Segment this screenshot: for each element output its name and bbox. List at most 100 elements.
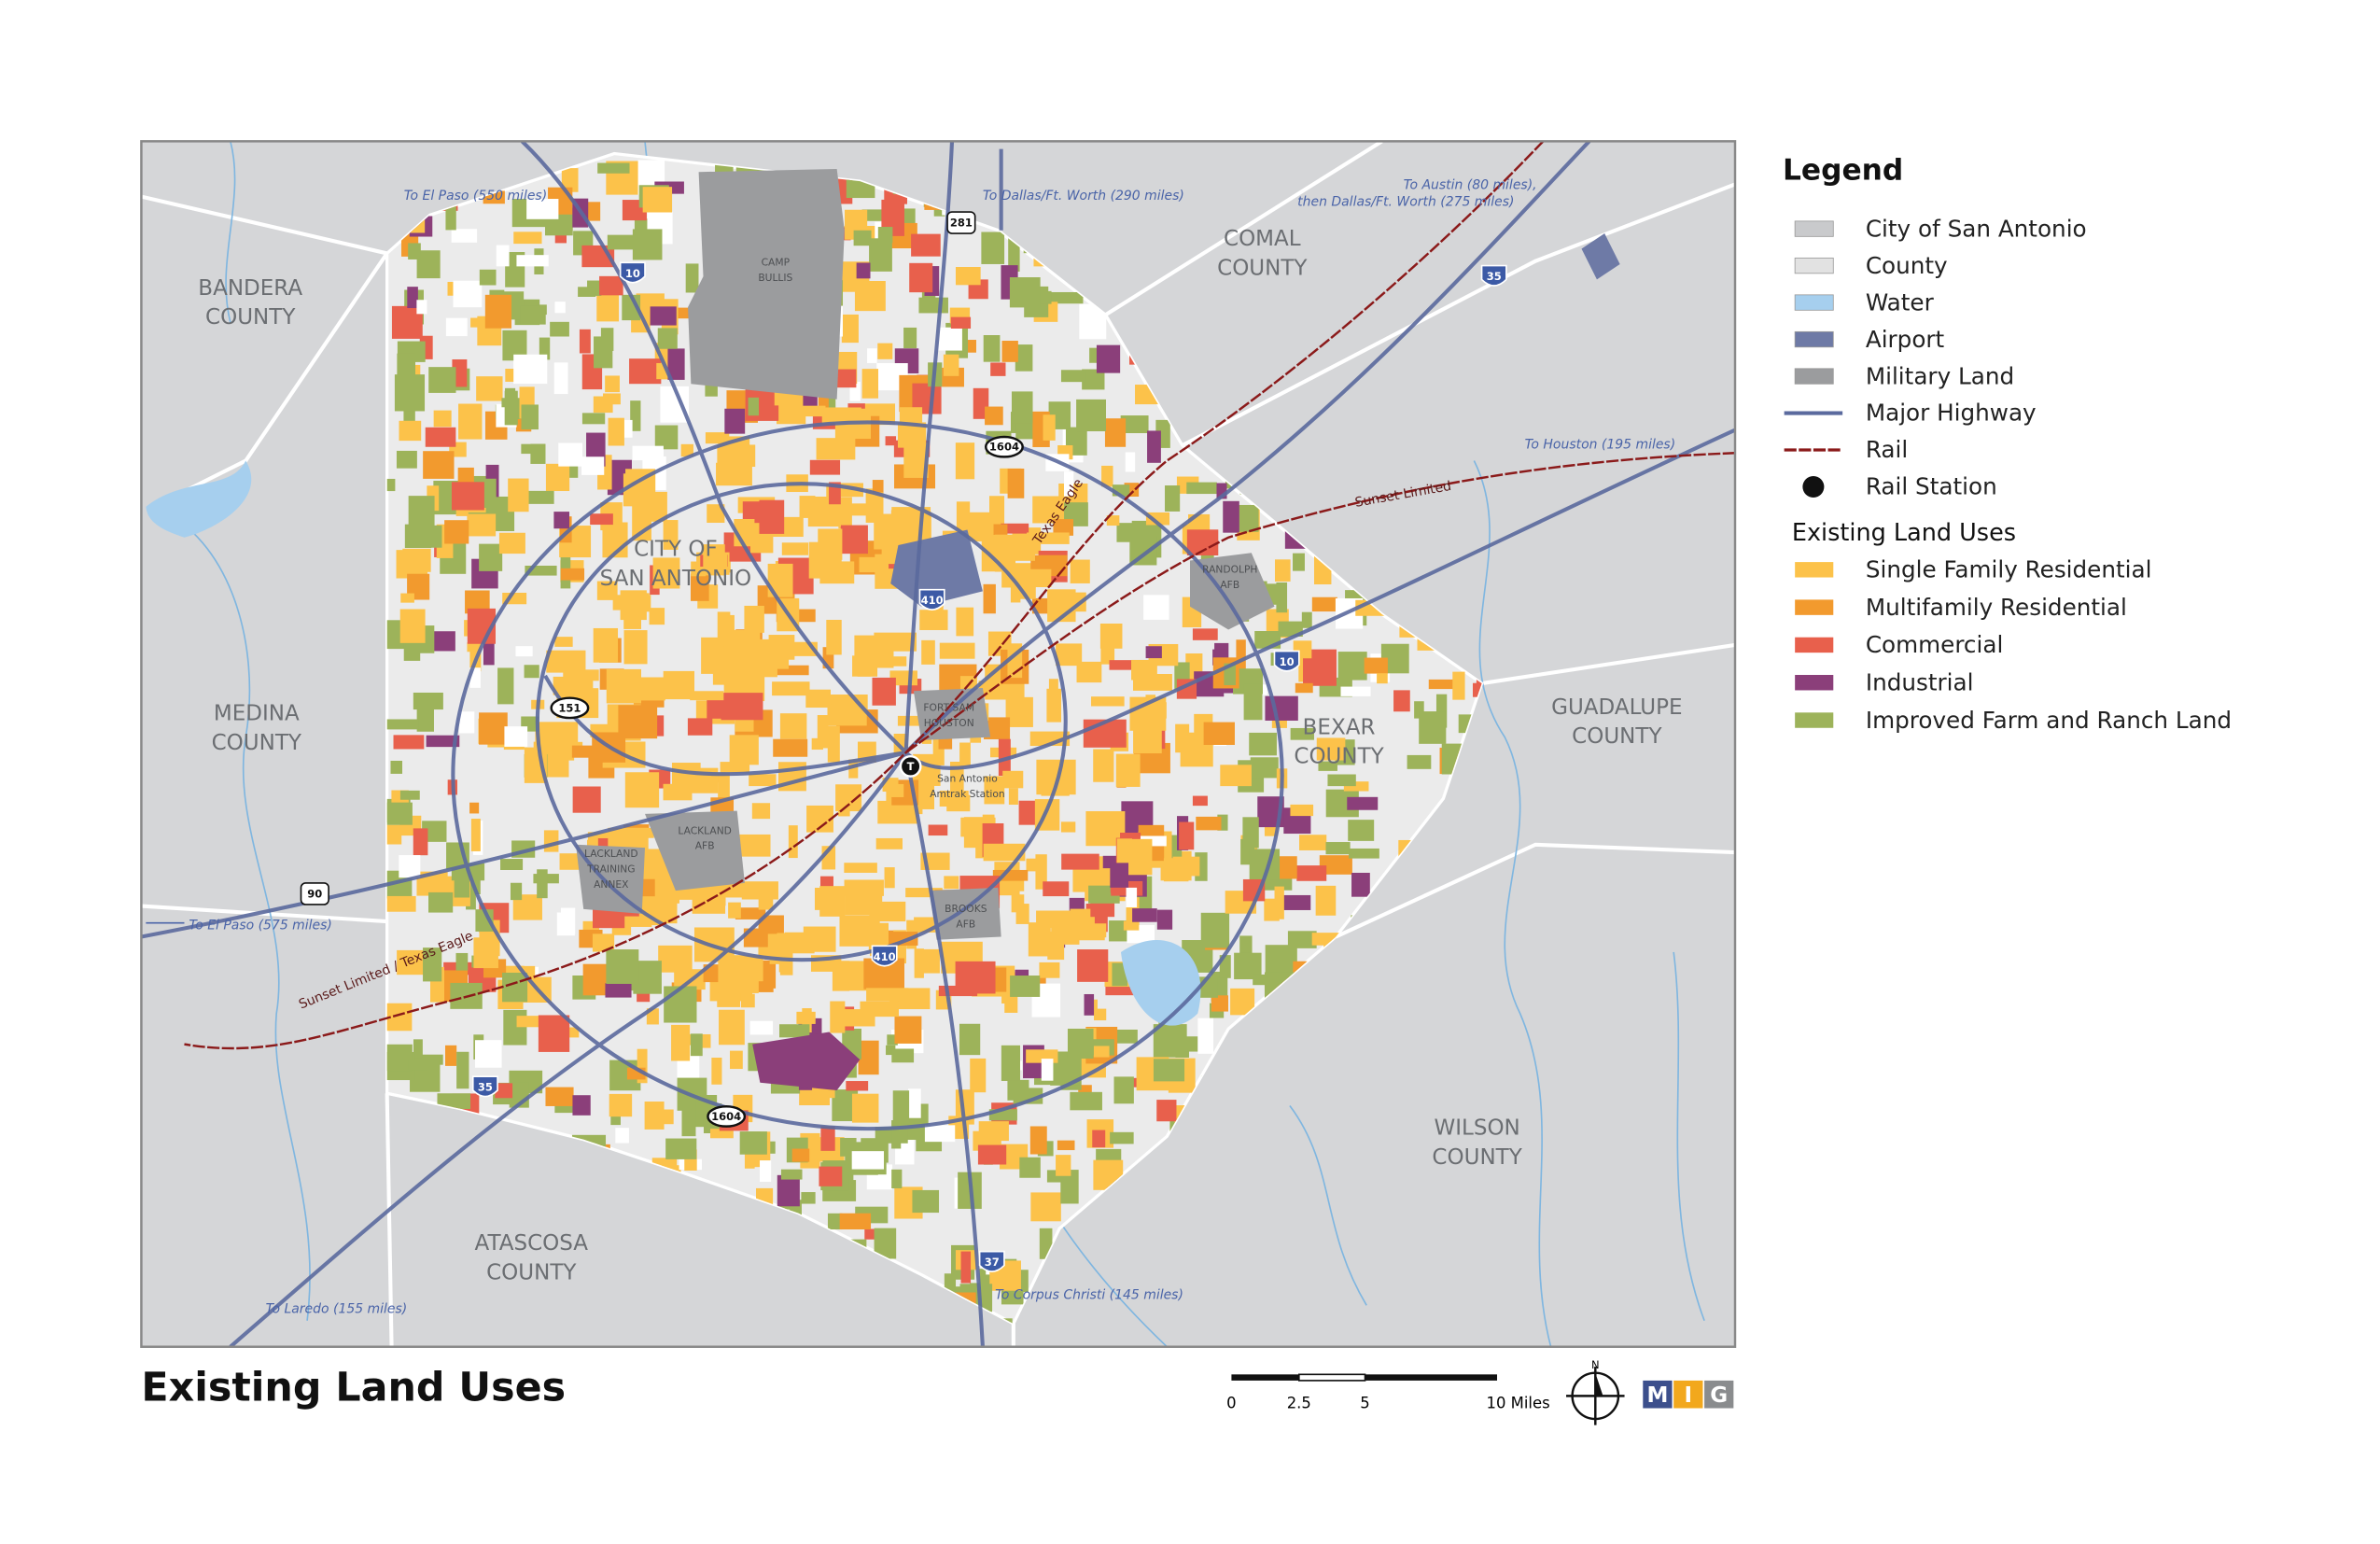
shield-label: 35 <box>478 1081 493 1094</box>
land-use-patch <box>1132 908 1157 922</box>
land-use-patch <box>1099 820 1121 838</box>
land-use-patch <box>1274 559 1291 582</box>
land-use-patch <box>473 937 498 969</box>
land-use-patch <box>981 232 1005 264</box>
land-use-patch <box>984 776 1005 805</box>
land-use-patch <box>1316 737 1346 761</box>
land-use-patch <box>827 1213 843 1230</box>
land-use-patch <box>393 735 425 750</box>
land-use-patch <box>1220 765 1252 787</box>
land-use-patch <box>853 230 872 246</box>
county-line <box>1181 182 1735 447</box>
land-use-patch <box>399 420 422 442</box>
route-label: To Austin (80 miles), <box>1404 177 1537 192</box>
land-use-patch <box>1156 909 1173 930</box>
land-use-patch <box>592 933 615 952</box>
land-use-patch <box>1092 1130 1106 1148</box>
land-use-patch <box>963 817 987 849</box>
land-use-patch <box>596 581 618 600</box>
land-use-patch <box>907 1088 921 1118</box>
land-use-patch <box>1293 553 1305 571</box>
land-use-patch <box>412 1054 443 1065</box>
land-use-patch <box>728 902 741 919</box>
route-label: To Laredo (155 miles) <box>266 1302 408 1317</box>
land-use-patch <box>1050 291 1084 304</box>
land-use-patch <box>868 922 889 951</box>
land-use-patch <box>814 888 833 910</box>
land-use-patch <box>977 1144 1007 1165</box>
place-label: FORT SAM <box>923 702 974 714</box>
land-use-patch <box>538 1015 570 1052</box>
interstate-shield <box>619 261 646 284</box>
land-use-patch <box>1029 1126 1047 1155</box>
land-use-patch <box>672 307 703 319</box>
shield-label: 1604 <box>989 441 1019 454</box>
scale-segment <box>1231 1374 1299 1381</box>
land-use-patch <box>1030 1192 1061 1222</box>
land-use-patch <box>938 327 962 351</box>
land-use-patch <box>1101 465 1113 487</box>
land-use-patch <box>827 704 867 726</box>
land-use-patch <box>652 557 680 589</box>
land-use-patch <box>605 375 620 393</box>
land-use-patch <box>1311 597 1337 612</box>
land-use-patch <box>859 556 889 573</box>
land-use-patch <box>1076 661 1102 683</box>
interstate-shield <box>1480 264 1507 287</box>
land-use-patch <box>453 280 483 308</box>
land-use-patch <box>671 1024 691 1061</box>
land-use-patch <box>959 1023 981 1056</box>
land-use-patch <box>827 725 840 763</box>
legend-swatch <box>1795 637 1834 653</box>
land-use-patch <box>657 328 678 349</box>
land-use-patch <box>1153 1024 1187 1058</box>
land-use-patch <box>545 463 570 492</box>
land-use-patch <box>656 362 667 380</box>
land-use-patch <box>959 742 971 767</box>
river <box>1673 951 1705 1322</box>
land-use-patch <box>773 738 808 757</box>
land-use-patch <box>739 1131 767 1155</box>
place-label: BULLIS <box>758 272 792 284</box>
land-use-patch <box>572 1095 591 1116</box>
land-use-patch <box>905 888 943 898</box>
land-use-patch <box>1287 931 1317 948</box>
legend-label: Rail Station <box>1866 473 1997 500</box>
land-use-patch <box>1021 568 1052 587</box>
land-use-patch <box>561 168 579 192</box>
county-label: COUNTY <box>212 731 302 755</box>
land-use-patch <box>427 525 442 548</box>
land-use-patch <box>1109 660 1135 670</box>
route-label: To Houston (195 miles) <box>1525 437 1676 452</box>
land-use-patch <box>884 867 895 889</box>
land-use-patch <box>413 692 443 710</box>
route-label: then Dallas/Ft. Worth (275 miles) <box>1297 194 1514 209</box>
land-use-patch <box>877 227 893 244</box>
land-use-patch <box>1179 821 1195 850</box>
land-use-patch <box>780 1169 803 1180</box>
land-use-patch <box>413 828 428 856</box>
land-use-patch <box>416 709 434 732</box>
land-use-patch <box>592 907 625 929</box>
state-shield <box>984 435 1024 458</box>
shield-label: 10 <box>1280 655 1295 668</box>
land-use-patch <box>866 988 909 1002</box>
county-label: COUNTY <box>1572 724 1662 749</box>
land-use-patch <box>983 335 1001 362</box>
north-label: N <box>1591 1358 1600 1371</box>
land-use-patch <box>402 548 431 572</box>
land-use-patch <box>1364 657 1388 674</box>
land-use-patch <box>411 364 421 384</box>
land-use-patch <box>608 417 624 446</box>
land-use-patch <box>470 819 481 851</box>
land-use-patch <box>1318 761 1337 771</box>
land-use-patch <box>451 990 462 1005</box>
land-use-patch <box>729 735 759 765</box>
land-use-patch <box>1299 835 1327 850</box>
land-use-patch <box>788 825 798 859</box>
legend-label: Single Family Residential <box>1866 556 2152 583</box>
legend: Legend Existing Land Uses City of San An… <box>1783 153 2232 733</box>
land-use-patch <box>711 1057 722 1085</box>
randolph-afb <box>1190 553 1275 630</box>
place-label: RANDOLPH <box>1202 564 1257 576</box>
